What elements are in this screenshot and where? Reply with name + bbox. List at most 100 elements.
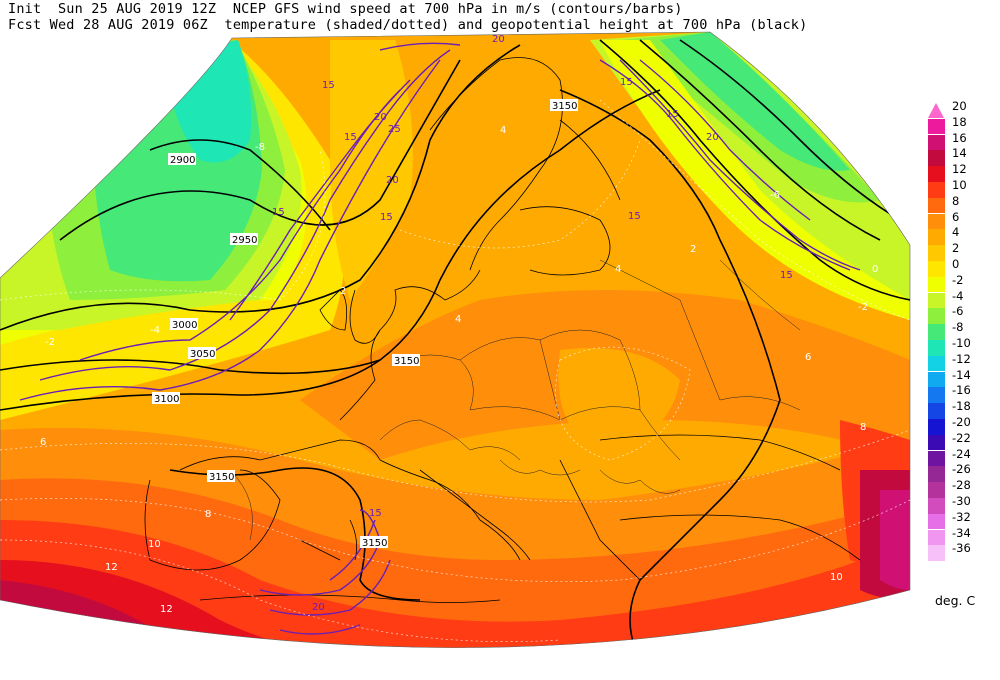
temperature-label: 4 <box>615 264 621 275</box>
colorbar-swatch <box>928 419 945 435</box>
colorbar-label: -10 <box>952 336 971 350</box>
colorbar-label: -12 <box>952 351 971 366</box>
temperature-label: 6 <box>805 352 811 363</box>
colorbar-label: -26 <box>952 462 971 477</box>
wind-label: 15 <box>780 270 793 281</box>
colorbar-label: 10 <box>952 178 967 192</box>
colorbar-label: -22 <box>952 430 971 445</box>
wind-label: 20 <box>706 132 719 143</box>
temperature-label: 4 <box>500 125 506 136</box>
height-label: 3100 <box>154 394 179 405</box>
temperature-label: 10 <box>830 572 843 583</box>
wind-label: 15 <box>322 80 335 91</box>
wind-label: 20 <box>492 34 505 45</box>
temperature-label: 2 <box>340 286 346 297</box>
colorbar-swatch <box>928 324 945 340</box>
colorbar-top-arrow <box>928 103 944 118</box>
colorbar-label: -34 <box>952 525 971 540</box>
wind-label: 25 <box>388 124 401 135</box>
temperature-label: 2 <box>690 244 696 255</box>
colorbar-swatch <box>928 292 945 309</box>
wind-contours <box>19 42 861 635</box>
temperature-label: -2 <box>858 302 868 313</box>
colorbar-label: 2 <box>952 241 960 256</box>
height-label: 3150 <box>394 356 419 367</box>
colorbar-swatch <box>928 498 945 514</box>
temperature-isotherms <box>0 99 910 643</box>
colorbar-label: 16 <box>952 130 967 145</box>
colorbar-label: -28 <box>952 478 971 493</box>
colorbar-swatch <box>928 118 945 135</box>
colorbar-label: 18 <box>952 114 967 129</box>
height-label: 3000 <box>172 320 197 331</box>
wind-label: 15 <box>272 207 285 218</box>
wind-label: 15 <box>369 508 382 519</box>
temperature-label: -2 <box>45 337 55 348</box>
temperature-label: 8 <box>205 509 211 520</box>
colorbar-label: 6 <box>952 209 960 224</box>
colorbar-label: 12 <box>952 162 967 177</box>
colorbar-label: -20 <box>952 415 971 429</box>
wind-label: 15 <box>380 212 393 223</box>
colorbar-swatch <box>928 197 945 214</box>
colorbar-label: -16 <box>952 383 971 398</box>
colorbar-label: -36 <box>952 541 971 556</box>
colorbar-swatch <box>928 450 945 467</box>
colorbar-swatch <box>928 166 945 182</box>
colorbar-swatch <box>928 276 945 293</box>
colorbar-swatch <box>928 261 945 277</box>
colorbar-swatch <box>928 245 945 261</box>
height-label: 2950 <box>232 235 257 246</box>
height-contours <box>0 39 910 648</box>
height-label: 3150 <box>209 472 234 483</box>
wind-label: 20 <box>386 175 399 186</box>
colorbar-label: -30 <box>952 494 971 508</box>
wind-label: 15 <box>620 77 633 88</box>
colorbar-label: 14 <box>952 146 967 161</box>
colorbar-swatch <box>928 150 945 166</box>
colorbar-swatch <box>928 308 945 324</box>
height-label: 3150 <box>362 538 387 549</box>
temperature-label: -4 <box>150 325 160 336</box>
temperature-label: 8 <box>860 422 866 433</box>
height-label: 3050 <box>190 349 215 360</box>
colorbar-swatch <box>928 434 945 451</box>
wind-label: 15 <box>628 211 641 222</box>
colorbar-swatch <box>928 466 945 482</box>
colorbar-label: -18 <box>952 399 971 414</box>
temperature-label: 12 <box>105 562 118 573</box>
contour-labels: 2900 2950 3000 3050 3100 3150 3150 3150 … <box>40 34 878 615</box>
colorbar-swatch <box>928 229 945 245</box>
colorbar-label: -24 <box>952 446 971 461</box>
colorbar-label: 4 <box>952 225 960 240</box>
coastlines <box>144 57 861 603</box>
colorbar-swatch <box>928 403 945 419</box>
colorbar-swatch <box>928 529 945 546</box>
wind-label: 15 <box>666 109 679 120</box>
temperature-label: -6 <box>770 190 780 201</box>
colorbar-label: -32 <box>952 509 971 524</box>
colorbar-swatch <box>928 134 945 151</box>
temperature-label: 12 <box>160 604 173 615</box>
temperature-label: 0 <box>872 264 878 275</box>
wind-label: 15 <box>344 132 357 143</box>
colorbar-swatch <box>928 355 945 372</box>
temperature-label: 10 <box>148 539 161 550</box>
wind-label: 20 <box>374 112 387 123</box>
header-forecast-line: Fcst Wed 28 AUG 2019 06Z temperature (sh… <box>8 17 808 33</box>
colorbar-swatch <box>928 482 945 498</box>
colorbar-label: 0 <box>952 257 960 271</box>
colorbar-label: -2 <box>952 272 964 287</box>
colorbar-label: -6 <box>952 304 964 319</box>
header-init-line: Init Sun 25 AUG 2019 12Z NCEP GFS wind s… <box>8 1 683 17</box>
colorbar-label: 20 <box>952 99 967 113</box>
colorbar-swatch <box>928 387 945 403</box>
height-label: 2900 <box>170 155 195 166</box>
colorbar-label: -8 <box>952 320 964 335</box>
colorbar-label: -14 <box>952 367 971 382</box>
temperature-label: -8 <box>255 142 265 153</box>
colorbar-swatch <box>928 545 945 561</box>
colorbar-label: 8 <box>952 193 960 208</box>
colorbar-units: deg. C <box>935 593 976 608</box>
